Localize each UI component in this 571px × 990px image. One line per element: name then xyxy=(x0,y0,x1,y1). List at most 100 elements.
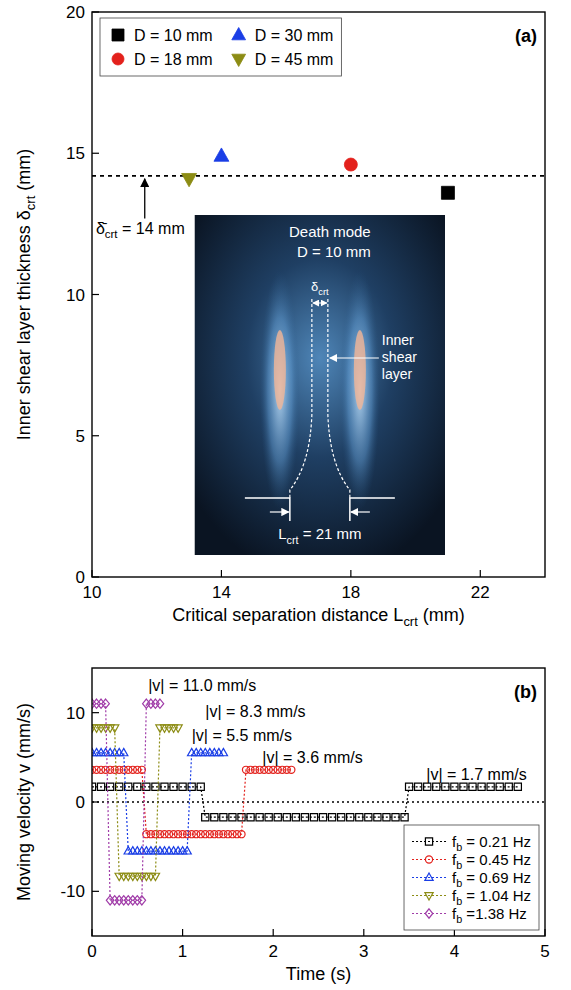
y-tick-label: -10 xyxy=(60,882,85,901)
legend-label: D = 30 mm xyxy=(255,27,334,44)
reference-arrow xyxy=(144,179,145,219)
plot-frame xyxy=(92,12,545,577)
text-part: |v| = 3.6 mm/s xyxy=(262,749,362,766)
y-tick-label: 5 xyxy=(76,427,85,446)
x-tick xyxy=(350,570,351,577)
data-point xyxy=(469,783,476,790)
data-point xyxy=(365,814,372,821)
text-part: 0 xyxy=(87,942,96,961)
text-part: 10 xyxy=(83,583,102,602)
y-tick xyxy=(92,153,99,154)
data-point xyxy=(288,766,295,773)
data-point xyxy=(442,783,449,790)
text-part: Inner xyxy=(382,332,414,348)
data-point xyxy=(183,847,191,854)
data-point xyxy=(401,814,408,821)
legend-marker xyxy=(232,54,246,66)
data-point xyxy=(138,896,146,905)
data-point xyxy=(344,158,357,171)
text-part: |v| = 1.7 mm/s xyxy=(426,766,526,783)
series xyxy=(92,766,295,838)
data-point xyxy=(182,173,197,186)
data-point xyxy=(424,783,431,790)
flame-core xyxy=(354,330,366,410)
data-point xyxy=(392,814,399,821)
text-part: δ xyxy=(311,279,318,294)
x-tick-label: 0 xyxy=(87,942,96,961)
data-point xyxy=(451,783,458,790)
y-tick-label: 10 xyxy=(66,704,85,723)
legend-marker xyxy=(425,909,433,918)
text-part: = 21 mm xyxy=(299,525,362,542)
y-tick-label: 20 xyxy=(66,3,85,22)
text-part: 14 xyxy=(212,583,231,602)
y-axis-title: Moving velocity v (mm/s) xyxy=(14,703,34,901)
data-point xyxy=(292,814,299,821)
text-part: 20 xyxy=(66,3,85,22)
data-point xyxy=(238,814,245,821)
x-tick-label: 1 xyxy=(178,942,187,961)
panel: 1014182205101520Critical separation dist… xyxy=(14,3,545,629)
legend-marker xyxy=(425,856,432,863)
inset-subtitle: D = 10 mm xyxy=(297,243,371,260)
text-part: 15 xyxy=(66,144,85,163)
inset-background xyxy=(195,215,445,555)
panel-label: (a) xyxy=(515,26,537,46)
series-line xyxy=(92,728,178,876)
data-point xyxy=(383,814,390,821)
text-part: crt xyxy=(287,534,299,546)
legend-line xyxy=(412,877,446,878)
legend-marker xyxy=(112,53,124,65)
x-tick xyxy=(480,570,481,577)
inset-photo: Death modeD = 10 mmδcrtLcrt = 21 mmInner… xyxy=(195,215,445,555)
data-point xyxy=(188,783,195,790)
y-tick-label: 15 xyxy=(66,144,85,163)
data-point xyxy=(415,783,422,790)
data-point xyxy=(338,814,345,821)
data-point xyxy=(134,783,141,790)
shear-layer-outline xyxy=(328,299,350,498)
inset-title: Death mode xyxy=(289,223,371,240)
shear-layer-outline xyxy=(290,299,312,498)
text-part: L xyxy=(278,525,286,542)
y-axis-title: Inner shear layer thickness δcrt (mm) xyxy=(14,149,38,441)
burner-outline xyxy=(245,498,290,521)
text-part: (mm) xyxy=(418,605,465,625)
text-part: 1 xyxy=(178,942,187,961)
x-tick-label: 14 xyxy=(212,583,231,602)
figure: 1014182205101520Critical separation dist… xyxy=(0,0,571,990)
reference-label: δ̄crt = 14 mm xyxy=(96,220,185,241)
data-point xyxy=(151,873,159,880)
text-part: |v| = 11.0 mm/s xyxy=(148,677,256,694)
data-point xyxy=(460,783,467,790)
x-tick xyxy=(182,929,183,936)
text-part: D = 10 mm xyxy=(134,27,213,44)
text-part: |v| = 8.3 mm/s xyxy=(205,703,305,720)
separation-arrow xyxy=(351,511,370,512)
annotation: |v| = 8.3 mm/s xyxy=(205,703,305,720)
y-tick-label: 0 xyxy=(76,568,85,587)
text-part: 22 xyxy=(471,583,490,602)
text-part: 10 xyxy=(66,286,85,305)
series xyxy=(92,783,521,821)
legend-item: fb =1.38 Hz xyxy=(412,905,527,926)
series xyxy=(344,158,357,171)
text-part: Death mode xyxy=(289,223,371,240)
legend-line xyxy=(412,895,446,896)
text-part: =1.38 Hz xyxy=(462,905,527,922)
legend-line xyxy=(412,841,446,842)
text-part: (mm) xyxy=(14,149,34,196)
annotation: |v| = 11.0 mm/s xyxy=(148,677,256,694)
data-point xyxy=(197,783,204,790)
data-point xyxy=(310,814,317,821)
text-part: 3 xyxy=(359,942,368,961)
text-part: 4 xyxy=(450,942,459,961)
x-tick-label: 4 xyxy=(450,942,459,961)
x-tick xyxy=(221,570,222,577)
legend-marker xyxy=(112,29,124,41)
x-tick xyxy=(363,929,364,936)
data-point xyxy=(319,814,326,821)
data-point xyxy=(214,148,229,161)
legend-label: D = 18 mm xyxy=(134,51,213,68)
data-point xyxy=(406,783,413,790)
